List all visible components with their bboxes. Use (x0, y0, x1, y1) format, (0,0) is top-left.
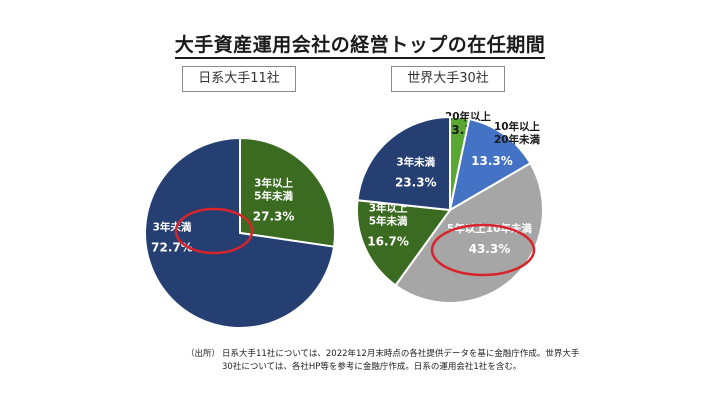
slice-value-label: 27.3% (253, 209, 295, 223)
slice-label: 20年未満 (494, 133, 541, 146)
slice-value-label: 43.3% (469, 242, 511, 256)
slice-label: 10年以上 (494, 120, 541, 133)
highlight-ring (430, 223, 536, 277)
source-text: 日系大手11社については、2022年12月末時点の各社提供データを基に金融庁作成… (222, 349, 580, 372)
slice-value-label: 72.7% (151, 241, 193, 255)
pie-chart-global: 20年以上3.3%10年以上20年未満13.3%5年以上10年未満43.3%3年… (356, 110, 544, 304)
source-note: （出所） 日系大手11社については、2022年12月末時点の各社提供データを基に金… (186, 348, 586, 374)
pie-slice (356, 115, 451, 212)
source-label: （出所） (186, 349, 221, 359)
slice-label: 5年未満 (369, 214, 408, 227)
pie-slice (356, 199, 452, 287)
slice-label: 20年以上 (445, 110, 492, 123)
slice-label: 3年未満 (396, 155, 435, 168)
slice-label: 3年未満 (153, 221, 192, 234)
slice-value-label: 13.3% (471, 154, 513, 168)
pie-slice (394, 161, 544, 304)
slice-label: 5年未満 (254, 189, 293, 202)
slice-value-label: 16.7% (367, 234, 409, 248)
slice-label: 3年以上 (254, 176, 293, 189)
pie-slice (144, 136, 336, 329)
slice-value-label: 23.3% (395, 175, 437, 189)
pie-slice (448, 117, 532, 212)
pie-slice (239, 136, 336, 248)
right-chart-title: 世界大手30社 (391, 66, 505, 92)
left-chart-title: 日系大手11社 (182, 66, 296, 92)
chart-title: 大手資産運用会社の経営トップの在任期間 (0, 30, 720, 59)
highlight-ring (174, 207, 254, 255)
